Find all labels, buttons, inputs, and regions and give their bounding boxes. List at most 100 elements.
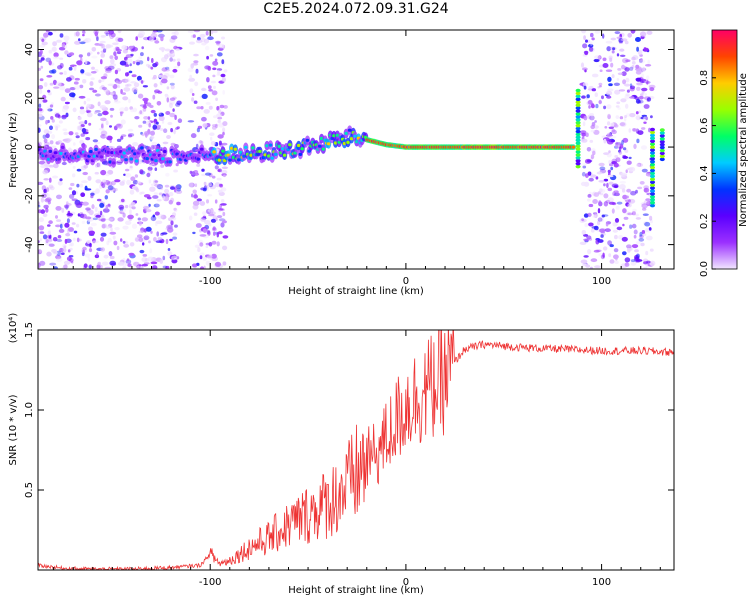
ridge-mark: [266, 154, 271, 158]
noise-mark: [109, 255, 115, 260]
noise-mark: [101, 160, 109, 166]
noise-mark: [105, 32, 109, 37]
noise-mark: [126, 78, 130, 83]
noise-mark: [82, 31, 86, 34]
ridge-mark: [347, 128, 352, 132]
ridge-mark: [133, 152, 137, 156]
noise-mark: [79, 84, 84, 89]
noise-mark: [213, 231, 216, 236]
noise-mark: [108, 251, 113, 257]
noise-mark: [625, 113, 631, 117]
ridge-mark: [92, 154, 97, 158]
noise-mark: [167, 248, 171, 251]
noise-mark: [164, 93, 169, 97]
noise-mark: [222, 220, 227, 224]
noise-mark: [104, 31, 109, 35]
noise-mark: [68, 243, 73, 247]
ridge-mark: [161, 157, 165, 161]
noise-mark: [206, 199, 209, 204]
noise-mark: [195, 223, 202, 228]
noise-mark: [220, 73, 226, 78]
feature-mark: [575, 150, 581, 154]
noise-mark: [53, 86, 60, 89]
noise-mark: [615, 205, 620, 210]
noise-mark: [202, 256, 208, 261]
noise-mark: [114, 227, 120, 231]
noise-mark: [140, 80, 144, 84]
noise-mark: [79, 238, 82, 242]
noise-mark: [628, 166, 636, 172]
ridge-mark: [277, 144, 282, 148]
noise-mark: [624, 149, 629, 153]
spectrogram-ytick-label: 20: [24, 92, 35, 105]
noise-mark: [126, 258, 130, 262]
noise-mark: [164, 54, 169, 60]
feature-mark: [575, 106, 581, 110]
noise-mark: [625, 211, 631, 216]
noise-mark: [72, 237, 76, 242]
noise-mark: [150, 130, 155, 136]
noise-mark: [603, 193, 609, 199]
noise-mark: [590, 154, 595, 159]
feature-mark: [650, 130, 655, 135]
noise-mark: [100, 247, 105, 252]
snr-panel: -100 0 100 0.5 1.0 1.5 Height of straight lin…: [8, 313, 675, 596]
noise-mark: [597, 217, 603, 222]
noise-mark: [42, 99, 48, 103]
noise-mark: [586, 159, 593, 163]
noise-mark: [218, 191, 225, 196]
noise-mark: [48, 49, 53, 54]
feature-mark: [650, 192, 655, 196]
noise-mark: [607, 115, 611, 120]
noise-mark: [46, 251, 52, 257]
noise-mark: [82, 79, 87, 84]
noise-mark: [73, 81, 79, 85]
noise-mark: [61, 43, 66, 48]
noise-mark: [191, 97, 195, 102]
noise-mark: [165, 172, 170, 177]
noise-mark: [190, 171, 196, 177]
noise-mark: [149, 36, 155, 42]
snr-ytick-label: 1.0: [24, 402, 35, 418]
noise-mark: [631, 61, 636, 65]
noise-mark: [115, 80, 119, 84]
noise-mark: [201, 93, 208, 99]
noise-mark: [71, 190, 77, 196]
noise-mark: [66, 256, 72, 262]
ridge-mark: [108, 160, 112, 164]
noise-mark: [621, 188, 626, 193]
noise-mark: [160, 185, 163, 191]
noise-mark: [73, 66, 77, 71]
noise-mark: [206, 55, 210, 60]
noise-mark: [199, 255, 203, 260]
noise-mark: [68, 255, 74, 258]
feature-mark: [575, 109, 581, 113]
noise-mark: [616, 101, 621, 105]
noise-mark: [588, 203, 594, 208]
noise-mark: [82, 171, 88, 176]
noise-mark: [53, 163, 59, 169]
noise-mark: [590, 124, 595, 130]
noise-mark: [205, 101, 211, 105]
feature-mark: [659, 154, 665, 159]
ridge-mark: [296, 143, 301, 148]
noise-mark: [48, 70, 55, 74]
spectrogram-plot-area: [38, 30, 665, 269]
noise-mark: [73, 230, 78, 234]
noise-mark: [649, 87, 655, 92]
noise-mark: [135, 36, 138, 41]
noise-mark: [141, 257, 148, 263]
noise-mark: [53, 52, 59, 58]
noise-mark: [175, 184, 182, 190]
noise-mark: [113, 100, 121, 104]
noise-mark: [595, 176, 599, 180]
noise-mark: [145, 209, 152, 213]
noise-mark: [645, 250, 649, 256]
noise-mark: [203, 109, 210, 114]
noise-mark: [214, 165, 219, 170]
noise-mark: [127, 134, 133, 138]
noise-mark: [158, 74, 162, 78]
noise-mark: [112, 94, 118, 100]
noise-mark: [608, 253, 612, 258]
feature-mark: [650, 189, 655, 193]
